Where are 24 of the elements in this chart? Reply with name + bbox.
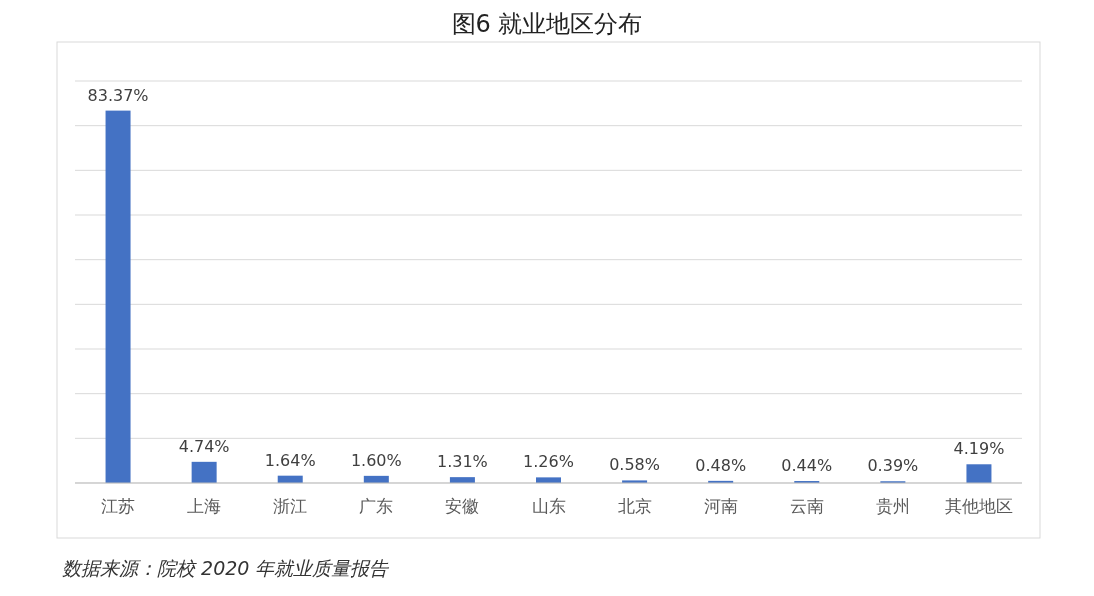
data-label: 0.44% [781,456,833,476]
x-tick-label: 上海 [187,496,222,516]
data-label: 0.48% [695,455,747,475]
x-tick-label: 江苏 [101,496,136,516]
x-tick-label: 贵州 [875,496,910,516]
data-label: 1.26% [523,452,574,472]
x-tick-label: 山东 [531,496,566,516]
source-note: 数据来源：院校 2020 年就业质量报告 [62,557,391,579]
data-label: 0.58% [609,455,660,475]
data-label: 0.39% [867,456,919,476]
x-tick-label: 北京 [617,496,652,516]
data-label: 4.19% [953,439,1005,459]
data-label: 1.60% [350,450,402,470]
x-tick-label: 浙江 [273,496,308,516]
x-tick-label: 河南 [703,496,738,516]
chart-title: 图6 就业地区分布 [451,10,643,38]
x-tick-label: 广东 [359,496,394,516]
x-tick-label: 云南 [789,496,824,516]
x-tick-label: 其他地区 [944,496,1013,516]
data-label: 83.37% [87,85,149,105]
data-label: 1.64% [264,450,316,470]
data-label: 4.74% [178,436,230,456]
data-label: 1.31% [437,452,488,472]
x-tick-label: 安徽 [445,496,480,516]
